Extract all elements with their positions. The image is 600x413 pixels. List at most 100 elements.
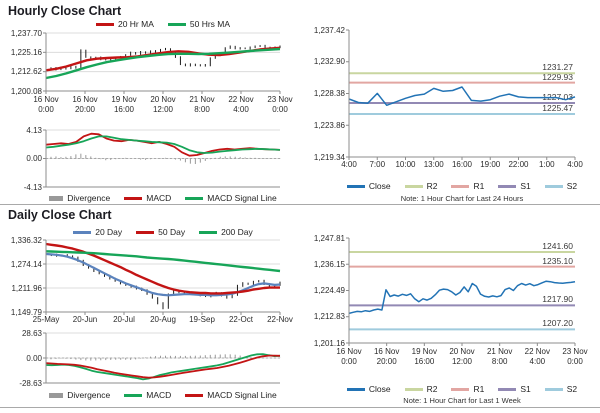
legend-item-s1: S1 [498, 384, 531, 394]
y-axis-tick-label: 1,237.42 [313, 25, 345, 35]
y-axis-tick-label: 1,223.86 [313, 120, 345, 130]
daily-price-chart: 1,336.32 1,274.14 1,211.96 1,149.79 25-May 20… [11, 227, 293, 324]
y-axis-tick-label: 0.00 [26, 353, 42, 363]
x-axis-tick-label: 23 Nov 0:00 [267, 95, 293, 114]
y-axis-tick-label: 1,201.16 [313, 338, 345, 348]
legend-swatch-close [346, 387, 365, 391]
legend-swatch-r2 [404, 387, 423, 391]
x-axis-tick-label: 20-Jul [113, 315, 135, 324]
y-axis-tick-label: 1,219.34 [313, 152, 345, 162]
y-axis-tick-label: 1,212.62 [10, 67, 42, 77]
legend-item-close: Close [346, 181, 391, 191]
legend-item-macd: MACD [124, 390, 171, 400]
y-axis-tick-label: -4.13 [23, 182, 42, 192]
legend-label: Close [368, 181, 391, 191]
legend-label: 20 Day [95, 227, 123, 237]
legend-swatch-s2 [544, 387, 563, 391]
y-axis-tick-label: 1,237.70 [10, 28, 42, 38]
y-axis-tick-label: 1,336.32 [10, 235, 42, 245]
legend-label: R1 [473, 181, 485, 191]
hourly-macd-chart: 4.13 0.00 -4.13 Divergence MACD MACD Signal L… [24, 126, 281, 203]
x-axis-tick-label: 25-May [32, 315, 60, 324]
legend-item-r2: R2 [404, 384, 438, 394]
legend-label: MACD [146, 193, 172, 203]
daily-macd-chart: 28.63 0.00 -28.63 Divergence MACD MACD Signal… [19, 329, 281, 400]
legend-label: S2 [566, 181, 578, 191]
x-axis-tick-label: 16 Nov 20:00 [72, 95, 98, 114]
legend-swatch-s2 [544, 184, 563, 188]
pivot-line-label-r2: 1231.27 [542, 62, 573, 73]
legend-label: R2 [426, 181, 438, 191]
x-axis-tick-label: 1:00 [538, 160, 555, 169]
chart-legend: 20 Hr MA 50 Hrs MA [46, 19, 280, 29]
legend-swatch-macd-signal-line [185, 196, 204, 200]
legend-label: 50 Hrs MA [189, 19, 231, 29]
legend-label: S1 [520, 181, 531, 191]
legend-label: Close [368, 384, 391, 394]
y-axis-tick-label: 1,228.38 [313, 89, 345, 98]
x-axis-tick-label: 20-Aug [150, 315, 176, 324]
legend-item-s2: S2 [544, 384, 578, 394]
legend-item-macd-signal-line: MACD Signal Line [185, 390, 277, 400]
y-axis-tick-label: 1,211.96 [11, 283, 42, 293]
y-axis-tick-label: 1,236.15 [313, 259, 345, 269]
y-axis-tick-label: 1,247.81 [313, 233, 345, 243]
pivot-line-label-r2: 1241.60 [542, 240, 573, 251]
legend-item-20-day: 20 Day [73, 227, 122, 237]
legend-item-divergence: Divergence [49, 390, 110, 400]
legend-swatch-50-day [136, 230, 155, 234]
pivot-line-label-s2: 1225.47 [542, 102, 573, 113]
daily-price-plot [43, 239, 281, 315]
legend-label: S2 [566, 384, 578, 394]
hourly-pivot-chart: 1231.27 1229.93 1227.03 1225.47 1,237.42 1,23… [314, 26, 583, 204]
pivot-line-label-s2: 1207.20 [542, 318, 573, 329]
chart-legend: Close R2 R1 S1 S2 [346, 384, 578, 394]
x-axis-tick-label: 4:00 [567, 160, 583, 169]
legend-swatch-20-day [73, 230, 92, 234]
pivot-line-label-s1: 1217.90 [542, 294, 573, 305]
y-axis-tick-label: 1,200.08 [10, 86, 42, 96]
hourly-macd-plot [43, 129, 281, 188]
x-axis-tick-label: 19 Nov 16:00 [411, 347, 437, 366]
pivot-line-label-r1: 1235.10 [542, 255, 573, 266]
legend-swatch-macd-signal-line [185, 393, 204, 397]
x-axis-tick-label: 20 Nov 12:00 [150, 95, 176, 114]
y-axis-tick-label: 4.13 [26, 125, 42, 135]
legend-item-macd: MACD [124, 193, 171, 203]
daily-macd-plot [43, 332, 281, 384]
x-axis-tick-label: 19 Nov 16:00 [111, 95, 137, 114]
x-axis-tick-label: 22 Nov 4:00 [228, 95, 254, 114]
legend-label: R2 [426, 384, 438, 394]
y-axis-tick-label: 1,212.83 [313, 312, 345, 322]
x-axis-tick-label: 4:00 [341, 160, 357, 169]
pivot-line-label-r1: 1229.93 [542, 71, 573, 82]
y-axis-tick-label: 1,149.79 [10, 307, 42, 317]
x-axis-tick-label: 19:00 [480, 160, 501, 169]
chart-note: Note: 1 Hour Chart for Last 1 Week [403, 396, 521, 405]
legend-item-50-hrs-ma: 50 Hrs MA [167, 19, 231, 29]
legend-label: MACD Signal Line [207, 390, 277, 400]
x-axis-tick-label: 21 Nov 8:00 [486, 347, 513, 366]
hourly-section-title: Hourly Close Chart [8, 4, 122, 18]
hourly-price-plot [43, 32, 281, 94]
legend-swatch-divergence [49, 392, 64, 398]
y-axis-tick-label: -28.63 [19, 378, 42, 388]
legend-swatch-200-day [199, 230, 218, 234]
x-axis-tick-label: 20-Jun [72, 315, 98, 324]
x-axis-tick-label: 20 Nov 12:00 [449, 347, 475, 366]
section-divider [0, 204, 600, 205]
chart-legend: Close R2 R1 S1 S2 [346, 181, 578, 191]
hourly-pivot-plot [346, 29, 576, 160]
y-axis-tick-label: 1,232.90 [313, 57, 345, 67]
chart-note: Note: 1 Hour Chart for Last 24 Hours [400, 194, 524, 203]
legend-swatch-close [346, 184, 365, 188]
x-axis-tick-label: 13:00 [423, 160, 444, 169]
legend-swatch-50-hrs-ma [167, 22, 186, 26]
legend-label: R1 [473, 384, 485, 394]
pivot-line-label-s1: 1227.03 [542, 91, 573, 102]
legend-item-close: Close [346, 384, 391, 394]
legend-item-macd-signal-line: MACD Signal Line [185, 193, 277, 203]
daily-pivot-chart: 1241.60 1235.10 1217.90 1207.20 1,247.81 1,23… [314, 234, 588, 406]
legend-swatch-r1 [451, 184, 470, 188]
x-axis-tick-label: 16:00 [451, 160, 473, 169]
